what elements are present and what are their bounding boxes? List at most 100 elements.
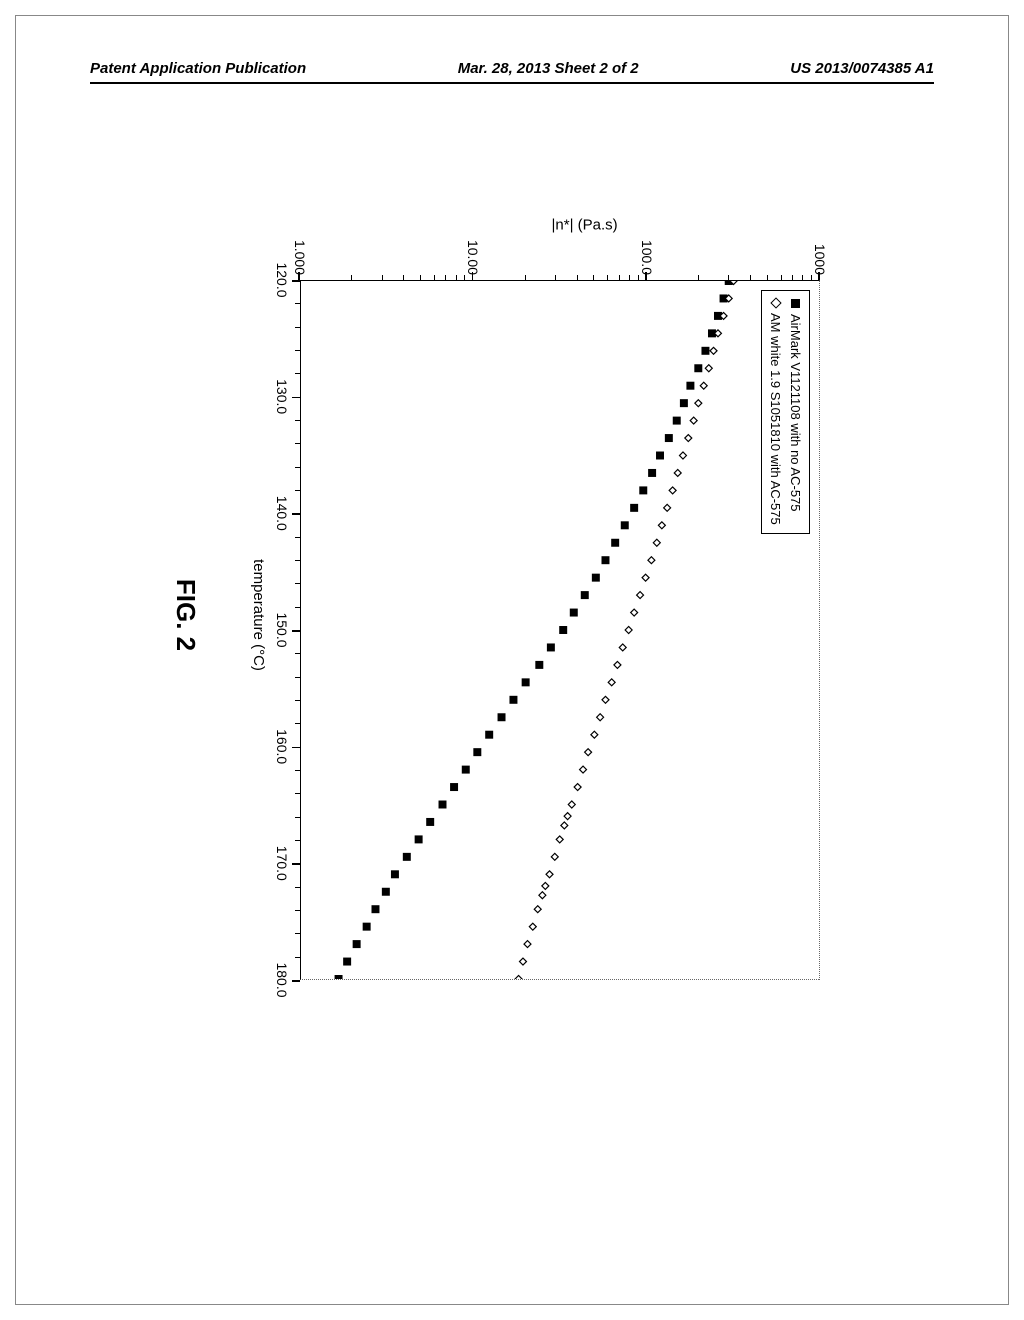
y-minor-tick	[698, 275, 699, 280]
y-minor-tick	[351, 275, 352, 280]
data-point-diamond	[534, 906, 541, 913]
x-tick-label: 150.0	[274, 612, 290, 647]
data-point-diamond	[679, 452, 686, 459]
y-minor-tick	[594, 275, 595, 280]
x-minor-tick	[295, 840, 300, 841]
data-point-diamond	[637, 592, 644, 599]
data-point-square	[522, 678, 530, 686]
header-center: Mar. 28, 2013 Sheet 2 of 2	[458, 60, 639, 77]
y-minor-tick	[456, 275, 457, 280]
data-point-diamond	[642, 574, 649, 581]
data-point-diamond	[585, 749, 592, 756]
data-point-diamond	[591, 731, 598, 738]
x-tick-label: 140.0	[274, 496, 290, 531]
x-minor-tick	[295, 583, 300, 584]
data-point-square	[382, 888, 390, 896]
data-point-square	[335, 975, 343, 979]
x-minor-tick	[295, 443, 300, 444]
data-point-diamond	[542, 882, 549, 889]
chart-svg	[301, 281, 819, 979]
data-point-diamond	[551, 853, 558, 860]
data-point-diamond	[653, 539, 660, 546]
x-minor-tick	[295, 933, 300, 934]
y-minor-tick	[577, 275, 578, 280]
x-minor-tick	[295, 327, 300, 328]
data-point-square	[559, 626, 567, 634]
x-minor-tick	[295, 677, 300, 678]
data-point-diamond	[546, 871, 553, 878]
x-minor-tick	[295, 467, 300, 468]
y-tick-label: 1000	[812, 215, 828, 275]
x-minor-tick	[295, 957, 300, 958]
data-point-diamond	[669, 487, 676, 494]
figure-title: FIG. 2	[170, 579, 201, 651]
data-point-diamond	[580, 766, 587, 773]
data-point-square	[462, 766, 470, 774]
data-point-square	[403, 853, 411, 861]
data-point-square	[450, 783, 458, 791]
data-point-square	[592, 574, 600, 582]
data-point-square	[343, 958, 351, 966]
header-left: Patent Application Publication	[90, 60, 306, 77]
data-point-diamond	[539, 892, 546, 899]
x-minor-tick	[295, 887, 300, 888]
y-minor-tick	[525, 275, 526, 280]
y-minor-tick	[619, 275, 620, 280]
header-right: US 2013/0074385 A1	[790, 60, 934, 77]
data-point-diamond	[619, 644, 626, 651]
x-major-tick	[292, 397, 300, 399]
y-minor-tick	[750, 275, 751, 280]
data-point-diamond	[529, 923, 536, 930]
x-tick-label: 160.0	[274, 729, 290, 764]
data-point-diamond	[695, 400, 702, 407]
data-point-square	[648, 469, 656, 477]
square-marker-icon	[791, 299, 800, 308]
y-minor-tick	[792, 275, 793, 280]
data-point-diamond	[524, 941, 531, 948]
data-point-diamond	[690, 417, 697, 424]
data-point-diamond	[519, 958, 526, 965]
x-major-tick	[292, 630, 300, 632]
data-point-square	[673, 417, 681, 425]
data-point-diamond	[561, 822, 568, 829]
x-minor-tick	[295, 537, 300, 538]
x-minor-tick	[295, 303, 300, 304]
data-point-square	[694, 364, 702, 372]
y-minor-tick	[555, 275, 556, 280]
data-point-square	[686, 382, 694, 390]
data-point-square	[656, 452, 664, 460]
y-minor-tick	[403, 275, 404, 280]
data-point-diamond	[625, 627, 632, 634]
y-tick-label: 10.00	[465, 215, 481, 275]
data-point-square	[630, 504, 638, 512]
data-point-diamond	[515, 976, 522, 979]
data-point-square	[363, 923, 371, 931]
data-point-square	[547, 643, 555, 651]
y-major-tick	[819, 272, 821, 280]
data-point-diamond	[658, 522, 665, 529]
x-major-tick	[292, 980, 300, 982]
data-point-diamond	[556, 836, 563, 843]
x-minor-tick	[295, 373, 300, 374]
x-minor-tick	[295, 490, 300, 491]
data-point-square	[391, 870, 399, 878]
x-minor-tick	[295, 653, 300, 654]
y-minor-tick	[382, 275, 383, 280]
data-point-square	[371, 905, 379, 913]
x-minor-tick	[295, 607, 300, 608]
data-point-diamond	[564, 813, 571, 820]
data-point-square	[473, 748, 481, 756]
x-tick-label: 130.0	[274, 379, 290, 414]
y-tick-label: 100.0	[639, 215, 655, 275]
x-major-tick	[292, 747, 300, 749]
x-major-tick	[292, 513, 300, 515]
data-point-diamond	[631, 609, 638, 616]
x-minor-tick	[295, 817, 300, 818]
y-tick-label: 1.000	[292, 215, 308, 275]
x-axis-title: temperature (°C)	[250, 559, 267, 671]
x-tick-label: 170.0	[274, 846, 290, 881]
x-minor-tick	[295, 420, 300, 421]
y-minor-tick	[802, 275, 803, 280]
data-point-square	[485, 731, 493, 739]
data-point-square	[680, 399, 688, 407]
